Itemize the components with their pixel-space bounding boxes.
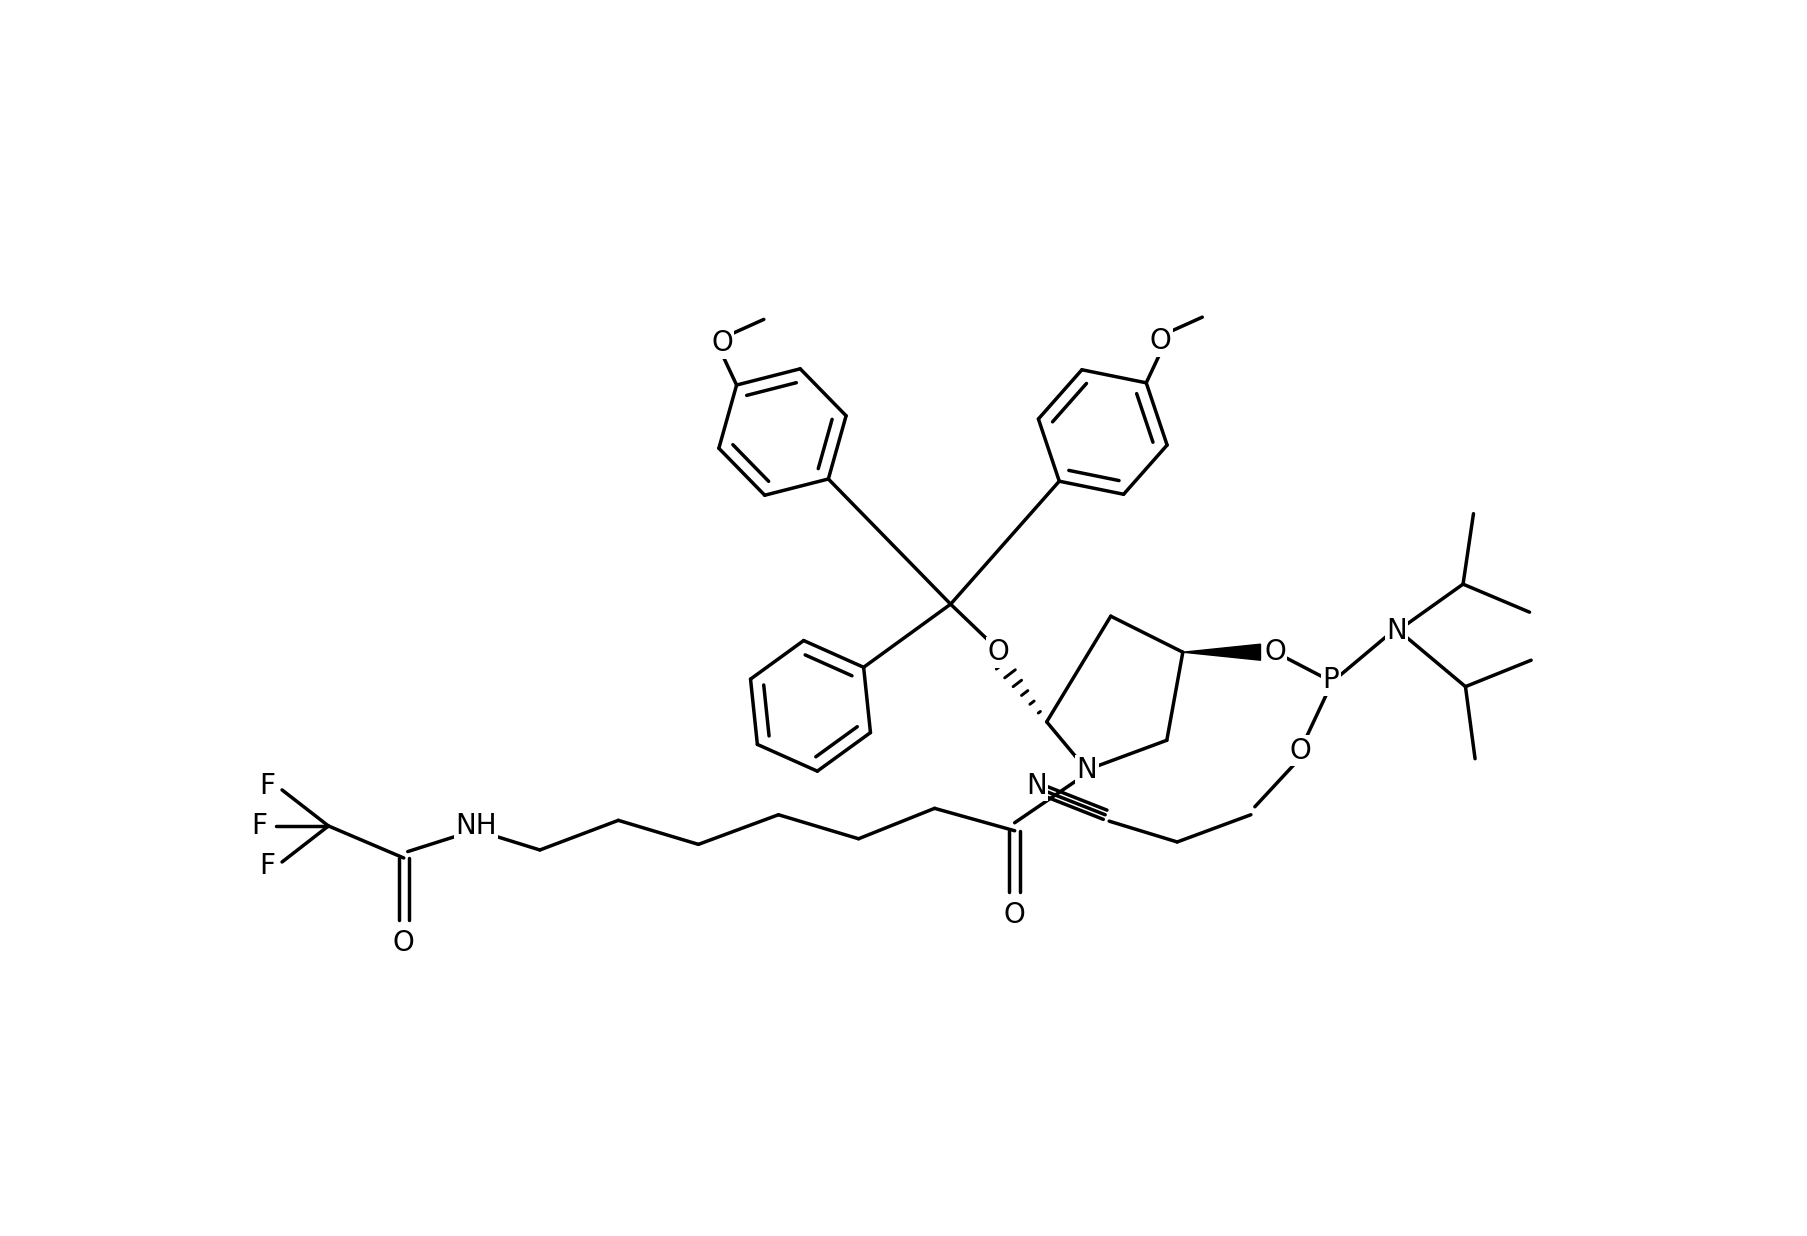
Text: O: O xyxy=(392,928,414,957)
Text: P: P xyxy=(1323,666,1339,695)
Text: F: F xyxy=(251,812,267,840)
Text: N: N xyxy=(1075,756,1097,784)
Text: O: O xyxy=(710,330,732,357)
Text: O: O xyxy=(1003,901,1025,928)
Polygon shape xyxy=(1182,644,1259,660)
Text: O: O xyxy=(1263,638,1285,666)
Text: N: N xyxy=(1025,772,1046,800)
Text: F: F xyxy=(260,772,275,800)
Text: O: O xyxy=(1149,328,1171,355)
Text: O: O xyxy=(1288,737,1310,765)
Text: O: O xyxy=(987,638,1008,666)
Text: NH: NH xyxy=(455,812,497,840)
Text: F: F xyxy=(260,852,275,880)
Text: N: N xyxy=(1386,617,1406,645)
